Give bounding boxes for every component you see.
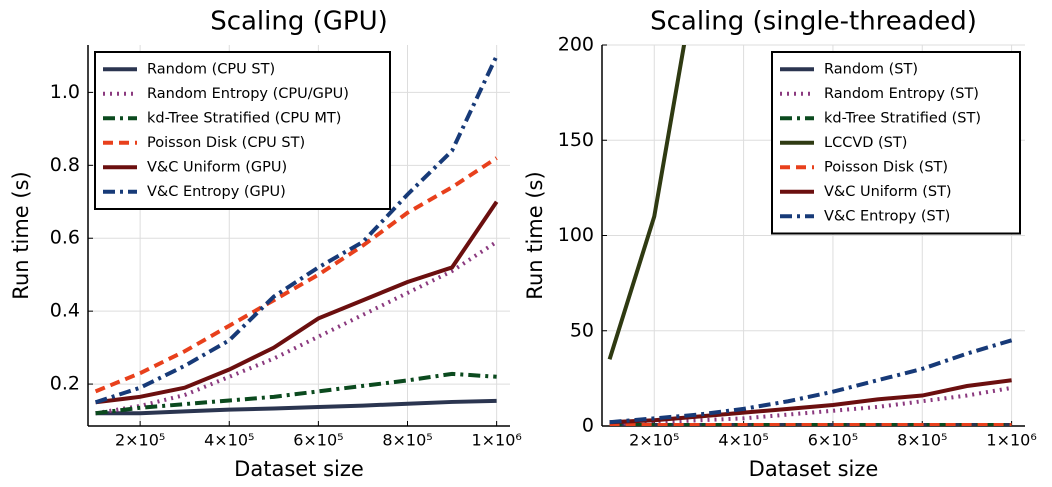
legend-label: V&C Uniform (ST) [824, 184, 952, 200]
x-tick-label: 6×10⁵ [293, 431, 343, 450]
y-axis-label: Run time (s) [9, 171, 33, 299]
series-line [607, 45, 687, 360]
series-line [95, 371, 497, 416]
y-tick-label: 0.2 [50, 373, 80, 395]
plot-lines [607, 45, 1013, 426]
x-tick-label: 1×10⁶ [471, 431, 521, 450]
legend-label: kd-Tree Stratified (ST) [824, 110, 981, 126]
legend-label: Random Entropy (ST) [824, 86, 979, 102]
series-line [94, 156, 498, 394]
x-tick-label: 1×10⁶ [986, 431, 1036, 450]
y-tick-label: 200 [558, 34, 594, 56]
x-tick-label: 8×10⁵ [382, 431, 432, 450]
legend-box [94, 51, 391, 210]
x-tick-label: 6×10⁵ [808, 431, 858, 450]
series-line [609, 338, 1013, 425]
legend-label: Random (CPU ST) [147, 61, 275, 77]
x-tick-label: 2×10⁵ [629, 431, 679, 450]
x-tick-label: 2×10⁵ [115, 431, 165, 450]
y-tick-label: 0.4 [50, 300, 80, 322]
y-tick-label: 150 [558, 129, 594, 151]
legend-label: LCCVD (ST) [824, 135, 907, 151]
x-axis-label: Dataset size [234, 457, 364, 481]
legend-label: kd-Tree Stratified (CPU MT) [147, 110, 341, 126]
y-tick-label: 100 [558, 224, 594, 246]
legend-label: Poisson Disk (ST) [824, 159, 948, 175]
y-tick-label: 0 [582, 415, 594, 437]
legend-label: V&C Entropy (GPU) [147, 184, 286, 200]
y-axis-label: Run time (s) [523, 171, 547, 299]
x-axis-label: Dataset size [749, 457, 879, 481]
series-line [95, 398, 497, 416]
y-tick-label: 0.6 [50, 227, 80, 249]
plot-lines [94, 55, 499, 416]
series-line [609, 385, 1012, 426]
x-tick-label: 4×10⁵ [718, 431, 768, 450]
y-tick-label: 50 [570, 319, 594, 341]
legend-label: Random (ST) [824, 61, 918, 77]
y-tick-label: 1.0 [50, 81, 80, 103]
x-tick-label: 8×10⁵ [897, 431, 947, 450]
legend-label: Random Entropy (CPU/GPU) [147, 86, 349, 102]
legend-label: V&C Uniform (GPU) [147, 159, 287, 175]
x-tick-label: 4×10⁵ [204, 431, 254, 450]
y-tick-label: 0.8 [50, 154, 80, 176]
legend-label: Poisson Disk (CPU ST) [147, 135, 305, 151]
series-line [94, 55, 499, 405]
series-line [95, 200, 499, 405]
chart-title: Scaling (GPU) [210, 7, 388, 37]
legend-label: V&C Entropy (ST) [824, 208, 950, 224]
chart-title: Scaling (single-threaded) [650, 7, 977, 37]
series-line [95, 240, 498, 416]
